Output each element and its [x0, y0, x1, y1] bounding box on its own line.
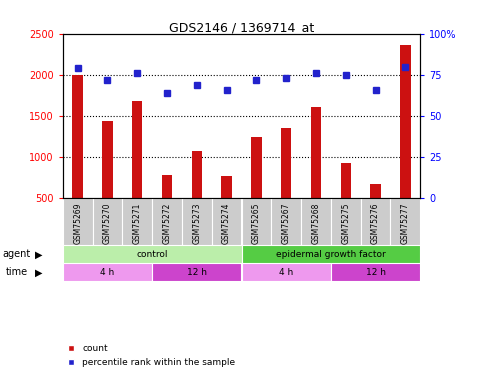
Bar [63, 246, 242, 263]
Bar [311, 108, 321, 198]
Text: epidermal growth factor: epidermal growth factor [276, 250, 386, 259]
Bar [331, 198, 361, 246]
Text: GSM75274: GSM75274 [222, 202, 231, 244]
Bar [221, 176, 232, 198]
Bar [63, 263, 152, 281]
Bar [361, 198, 390, 246]
Text: ▶: ▶ [35, 267, 43, 277]
Bar [242, 263, 331, 281]
Legend: count, percentile rank within the sample: count, percentile rank within the sample [62, 341, 239, 370]
Text: GSM75271: GSM75271 [133, 202, 142, 244]
Text: ▶: ▶ [35, 249, 43, 259]
Bar [162, 174, 172, 198]
Text: 12 h: 12 h [366, 268, 385, 277]
Text: GDS2146 / 1369714_at: GDS2146 / 1369714_at [169, 21, 314, 34]
Bar [400, 45, 411, 198]
Text: GSM75267: GSM75267 [282, 202, 291, 244]
Text: GSM75273: GSM75273 [192, 202, 201, 244]
Text: GSM75269: GSM75269 [73, 202, 82, 244]
Text: 12 h: 12 h [187, 268, 207, 277]
Text: GSM75275: GSM75275 [341, 202, 350, 244]
Text: GSM75277: GSM75277 [401, 202, 410, 244]
Bar [93, 198, 122, 246]
Text: GSM75265: GSM75265 [252, 202, 261, 244]
Bar [192, 151, 202, 198]
Bar [390, 198, 420, 246]
Bar [72, 75, 83, 198]
Bar [281, 128, 291, 198]
Bar [242, 246, 420, 263]
Bar [271, 198, 301, 246]
Bar [341, 163, 351, 198]
Bar [102, 121, 113, 198]
Text: 4 h: 4 h [279, 268, 293, 277]
Bar [242, 198, 271, 246]
Bar [132, 101, 142, 198]
Text: agent: agent [2, 249, 30, 259]
Bar [301, 198, 331, 246]
Text: time: time [6, 267, 28, 277]
Bar [63, 198, 93, 246]
Bar [122, 198, 152, 246]
Text: GSM75276: GSM75276 [371, 202, 380, 244]
Bar [331, 263, 420, 281]
Bar [251, 137, 262, 198]
Text: GSM75272: GSM75272 [163, 202, 171, 244]
Text: 4 h: 4 h [100, 268, 114, 277]
Bar [370, 184, 381, 198]
Bar [212, 198, 242, 246]
Text: GSM75270: GSM75270 [103, 202, 112, 244]
Text: GSM75268: GSM75268 [312, 202, 320, 244]
Bar [152, 198, 182, 246]
Bar [152, 263, 242, 281]
Bar [182, 198, 212, 246]
Text: control: control [136, 250, 168, 259]
